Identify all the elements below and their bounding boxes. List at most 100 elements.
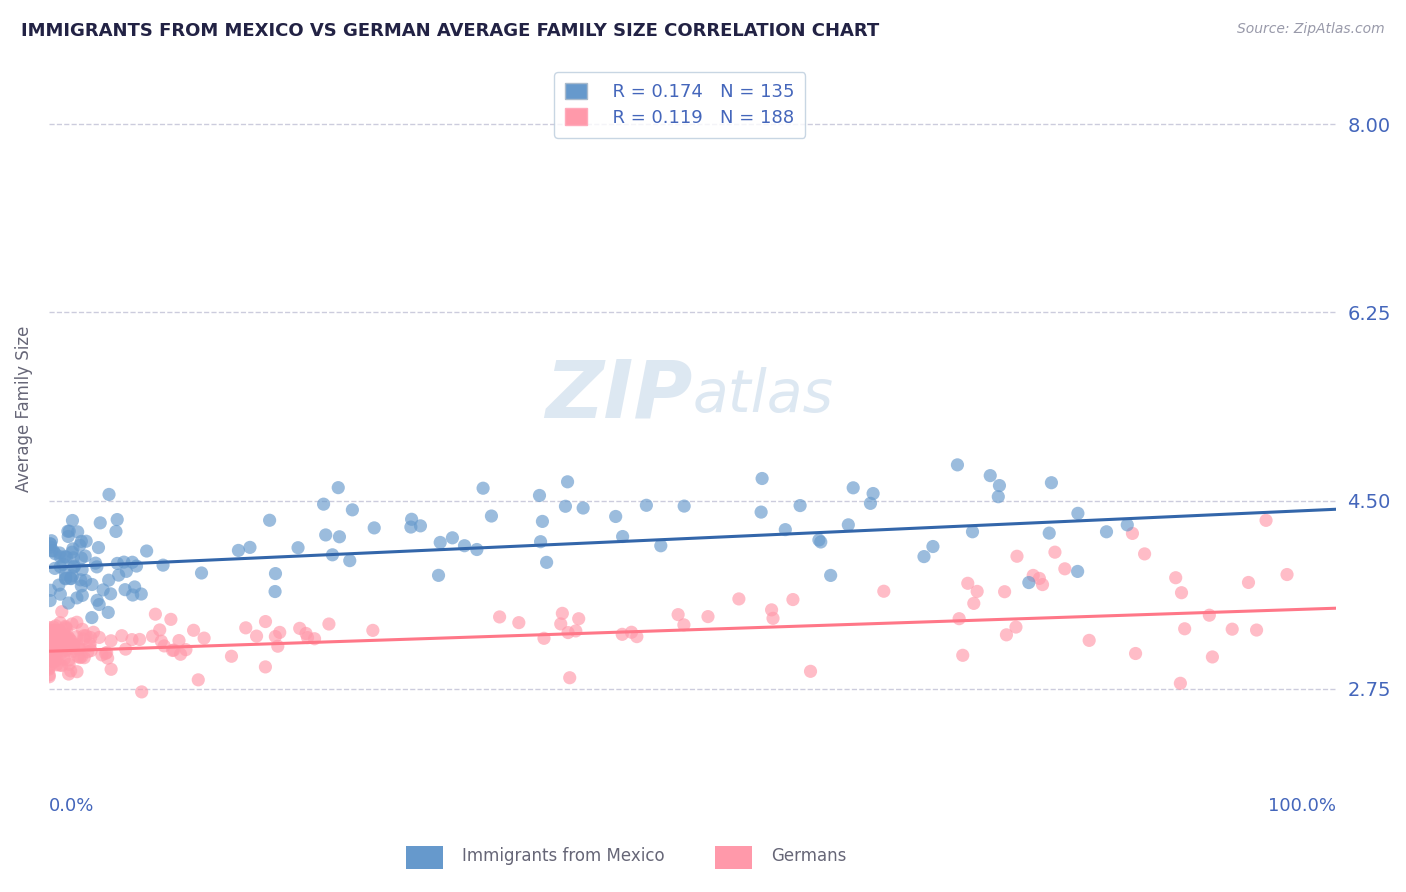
- Point: [789, 499, 811, 513]
- Point: [79, 631, 101, 645]
- Point: [66, 615, 89, 630]
- Text: ZIP: ZIP: [546, 356, 693, 434]
- Point: [38, 633, 60, 648]
- Point: [60, 569, 83, 583]
- Point: [45, 632, 67, 646]
- Point: [66, 649, 89, 664]
- Point: [235, 621, 257, 635]
- Point: [45, 647, 67, 661]
- Point: [112, 555, 135, 569]
- Point: [288, 621, 311, 635]
- Point: [80, 610, 103, 624]
- Point: [782, 592, 804, 607]
- Point: [810, 535, 832, 549]
- Point: [1220, 622, 1243, 636]
- Point: [481, 509, 503, 524]
- Point: [558, 671, 581, 685]
- Point: [174, 642, 197, 657]
- Point: [49, 559, 72, 574]
- Point: [145, 607, 167, 622]
- Point: [1078, 633, 1101, 648]
- Point: [1040, 475, 1063, 490]
- Point: [912, 549, 935, 564]
- Point: [962, 524, 984, 539]
- Point: [121, 555, 143, 569]
- Point: [80, 577, 103, 591]
- Point: [60, 633, 83, 648]
- Point: [39, 540, 62, 554]
- Point: [259, 513, 281, 527]
- Point: [66, 638, 89, 652]
- Point: [465, 542, 488, 557]
- Point: [488, 610, 510, 624]
- Point: [69, 573, 91, 587]
- Point: [62, 640, 84, 654]
- Point: [114, 642, 136, 657]
- Point: [995, 628, 1018, 642]
- Point: [66, 591, 89, 605]
- Point: [187, 673, 209, 687]
- Point: [128, 632, 150, 647]
- Point: [193, 631, 215, 645]
- Point: [55, 550, 77, 565]
- Point: [399, 520, 422, 534]
- Point: [1066, 565, 1088, 579]
- Point: [1170, 585, 1192, 599]
- Point: [60, 572, 83, 586]
- Point: [70, 551, 93, 566]
- Point: [56, 635, 79, 649]
- Point: [749, 505, 772, 519]
- Point: [67, 641, 90, 656]
- Point: [952, 648, 974, 663]
- Point: [315, 528, 337, 542]
- Point: [163, 643, 186, 657]
- Point: [76, 645, 98, 659]
- Point: [86, 593, 108, 607]
- Point: [963, 596, 986, 610]
- Point: [304, 632, 326, 646]
- Point: [190, 566, 212, 580]
- Point: [1031, 577, 1053, 591]
- Point: [97, 651, 120, 665]
- Point: [837, 517, 859, 532]
- Point: [73, 650, 96, 665]
- Point: [807, 533, 830, 547]
- Point: [269, 625, 291, 640]
- Point: [1067, 506, 1090, 520]
- Point: [150, 634, 173, 648]
- Point: [75, 629, 97, 643]
- Point: [62, 550, 84, 565]
- Point: [254, 615, 277, 629]
- Point: [59, 639, 82, 653]
- Point: [153, 639, 176, 653]
- Point: [70, 649, 93, 664]
- Point: [254, 660, 277, 674]
- Point: [46, 628, 69, 642]
- Point: [104, 524, 127, 539]
- Point: [1043, 545, 1066, 559]
- Point: [55, 638, 77, 652]
- Point: [51, 635, 73, 649]
- Point: [59, 571, 82, 585]
- Point: [612, 529, 634, 543]
- Point: [51, 658, 73, 673]
- Point: [361, 624, 384, 638]
- Point: [966, 584, 988, 599]
- Point: [409, 519, 432, 533]
- Point: [79, 637, 101, 651]
- Point: [41, 634, 63, 648]
- Point: [429, 535, 451, 549]
- Point: [761, 603, 783, 617]
- Point: [49, 658, 72, 673]
- Point: [58, 630, 80, 644]
- Point: [169, 647, 191, 661]
- Point: [529, 488, 551, 502]
- Point: [41, 633, 63, 648]
- Point: [56, 524, 79, 539]
- Point: [53, 626, 76, 640]
- Point: [48, 633, 70, 648]
- Point: [42, 641, 65, 656]
- Point: [956, 576, 979, 591]
- Point: [60, 617, 83, 632]
- Point: [41, 624, 63, 639]
